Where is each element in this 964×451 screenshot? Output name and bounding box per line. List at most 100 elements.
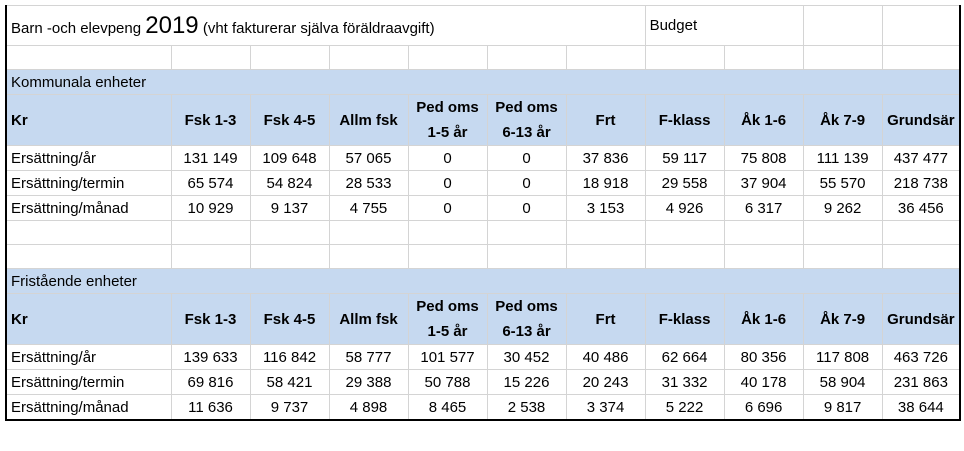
table-cell[interactable]: 40 178 <box>723 369 804 395</box>
column-header[interactable]: Fsk 1-3 <box>170 94 251 146</box>
row-label[interactable]: Ersättning/år <box>5 145 172 171</box>
column-header[interactable]: Allm fsk <box>328 293 409 345</box>
table-cell[interactable]: 11 636 <box>170 394 251 421</box>
row-label[interactable]: Ersättning/månad <box>5 394 172 421</box>
table-cell[interactable]: 37 836 <box>565 145 646 171</box>
table-cell[interactable]: 231 863 <box>881 369 962 395</box>
empty-cell[interactable] <box>644 45 725 70</box>
column-header-kr[interactable]: Kr <box>5 293 172 345</box>
empty-cell[interactable] <box>5 220 172 245</box>
empty-cell[interactable] <box>407 45 488 70</box>
table-cell[interactable]: 58 904 <box>802 369 883 395</box>
empty-cell[interactable] <box>407 244 488 269</box>
empty-cell[interactable] <box>565 45 646 70</box>
column-header[interactable]: Åk 7-9 <box>802 293 883 345</box>
table-cell[interactable]: 8 465 <box>407 394 488 421</box>
row-label[interactable]: Ersättning/termin <box>5 170 172 196</box>
table-cell[interactable]: 18 918 <box>565 170 646 196</box>
empty-cell[interactable] <box>249 244 330 269</box>
column-header[interactable]: Frt <box>565 293 646 345</box>
empty-cell[interactable] <box>486 244 567 269</box>
table-cell[interactable]: 29 558 <box>644 170 725 196</box>
table-cell[interactable]: 36 456 <box>881 195 962 221</box>
table-cell[interactable]: 15 226 <box>486 369 567 395</box>
table-cell[interactable]: 111 139 <box>802 145 883 171</box>
empty-cell[interactable] <box>565 244 646 269</box>
table-cell[interactable]: 0 <box>407 195 488 221</box>
table-cell[interactable]: 20 243 <box>565 369 646 395</box>
table-cell[interactable]: 10 929 <box>170 195 251 221</box>
table-cell[interactable]: 3 374 <box>565 394 646 421</box>
column-header[interactable]: Åk 1-6 <box>723 94 804 146</box>
empty-cell[interactable] <box>328 45 409 70</box>
empty-cell[interactable] <box>328 244 409 269</box>
table-cell[interactable]: 29 388 <box>328 369 409 395</box>
empty-cell[interactable] <box>723 244 804 269</box>
empty-cell[interactable] <box>328 220 409 245</box>
empty-cell[interactable] <box>802 220 883 245</box>
empty-cell[interactable] <box>486 220 567 245</box>
empty-cell[interactable] <box>565 220 646 245</box>
column-header[interactable]: Allm fsk <box>328 94 409 146</box>
table-cell[interactable]: 139 633 <box>170 344 251 370</box>
empty-cell[interactable] <box>170 220 251 245</box>
table-cell[interactable]: 0 <box>486 145 567 171</box>
column-header[interactable]: Fsk 1-3 <box>170 293 251 345</box>
empty-cell[interactable] <box>5 45 172 70</box>
column-header-kr[interactable]: Kr <box>5 94 172 146</box>
column-header[interactable]: Åk 7-9 <box>802 94 883 146</box>
table-cell[interactable]: 6 317 <box>723 195 804 221</box>
column-header[interactable]: Grundsär <box>881 94 962 146</box>
column-header[interactable]: Fsk 4-5 <box>249 94 330 146</box>
empty-cell[interactable] <box>881 5 962 46</box>
table-cell[interactable]: 2 538 <box>486 394 567 421</box>
table-cell[interactable]: 437 477 <box>881 145 962 171</box>
table-cell[interactable]: 58 777 <box>328 344 409 370</box>
table-cell[interactable]: 30 452 <box>486 344 567 370</box>
table-cell[interactable]: 4 755 <box>328 195 409 221</box>
table-cell[interactable]: 75 808 <box>723 145 804 171</box>
empty-cell[interactable] <box>802 244 883 269</box>
table-cell[interactable]: 55 570 <box>802 170 883 196</box>
table-cell[interactable]: 69 816 <box>170 369 251 395</box>
table-cell[interactable]: 57 065 <box>328 145 409 171</box>
table-cell[interactable]: 218 738 <box>881 170 962 196</box>
table-cell[interactable]: 116 842 <box>249 344 330 370</box>
table-cell[interactable]: 0 <box>486 195 567 221</box>
column-header[interactable]: Ped oms 1-5 år <box>407 94 488 146</box>
table-cell[interactable]: 54 824 <box>249 170 330 196</box>
row-label[interactable]: Ersättning/år <box>5 344 172 370</box>
table-cell[interactable]: 131 149 <box>170 145 251 171</box>
empty-cell[interactable] <box>881 220 962 245</box>
budget-label[interactable]: Budget <box>644 5 804 46</box>
empty-cell[interactable] <box>486 45 567 70</box>
table-cell[interactable]: 62 664 <box>644 344 725 370</box>
table-cell[interactable]: 463 726 <box>881 344 962 370</box>
empty-cell[interactable] <box>881 45 962 70</box>
table-cell[interactable]: 59 117 <box>644 145 725 171</box>
section-title[interactable]: Kommunala enheter <box>4 69 962 95</box>
empty-cell[interactable] <box>170 45 251 70</box>
empty-cell[interactable] <box>802 5 883 46</box>
table-cell[interactable]: 6 696 <box>723 394 804 421</box>
section-title[interactable]: Fristående enheter <box>4 268 962 294</box>
empty-cell[interactable] <box>644 220 725 245</box>
empty-cell[interactable] <box>723 220 804 245</box>
table-cell[interactable]: 9 737 <box>249 394 330 421</box>
empty-cell[interactable] <box>249 45 330 70</box>
table-cell[interactable]: 50 788 <box>407 369 488 395</box>
column-header[interactable]: Ped oms 6-13 år <box>486 94 567 146</box>
table-cell[interactable]: 9 137 <box>249 195 330 221</box>
table-cell[interactable]: 101 577 <box>407 344 488 370</box>
column-header[interactable]: Grundsär <box>881 293 962 345</box>
column-header[interactable]: F-klass <box>644 293 725 345</box>
table-cell[interactable]: 37 904 <box>723 170 804 196</box>
empty-cell[interactable] <box>5 244 172 269</box>
table-cell[interactable]: 0 <box>486 170 567 196</box>
empty-cell[interactable] <box>407 220 488 245</box>
column-header[interactable]: Åk 1-6 <box>723 293 804 345</box>
column-header[interactable]: Ped oms 6-13 år <box>486 293 567 345</box>
table-cell[interactable]: 117 808 <box>802 344 883 370</box>
table-cell[interactable]: 31 332 <box>644 369 725 395</box>
empty-cell[interactable] <box>802 45 883 70</box>
